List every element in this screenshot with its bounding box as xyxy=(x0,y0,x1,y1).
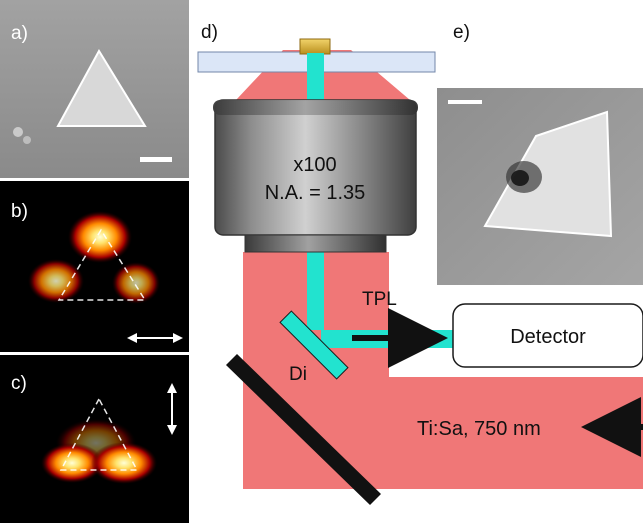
panel-e-sem-image: e) xyxy=(437,22,643,285)
scale-bar xyxy=(140,157,172,162)
panel-c-tpl-map: c) xyxy=(0,355,189,523)
panel-a-sem-image: a) xyxy=(0,0,189,178)
gold-nanotriangle xyxy=(56,49,147,127)
panel-label-b: b) xyxy=(11,201,28,222)
tpl-beam-middle xyxy=(307,252,324,330)
up-arrowhead-icon xyxy=(167,383,177,393)
down-arrowhead-icon xyxy=(167,425,177,435)
detector-box xyxy=(452,303,643,368)
dichroic-mirror-plate xyxy=(279,310,349,380)
objective-na: N.A. = 1.35 xyxy=(265,182,366,204)
tpl-beam-top xyxy=(307,53,324,100)
tpl-label: TPL xyxy=(362,289,397,310)
defect-core xyxy=(511,170,529,186)
particle-outline xyxy=(57,228,147,301)
left-arrowhead-icon xyxy=(127,333,137,343)
detector-label: Detector xyxy=(510,326,586,348)
map-background xyxy=(0,181,189,352)
objective-magnification: x100 xyxy=(293,154,336,176)
tpl-hotspot xyxy=(112,262,160,304)
laser-label: Ti:Sa, 750 nm xyxy=(417,418,541,440)
panel-d-setup-diagram: x100 N.A. = 1.35 Di TPL Detector Ti:Sa, … xyxy=(197,22,643,505)
right-arrowhead-icon xyxy=(173,333,183,343)
tpl-hotspot xyxy=(68,211,132,263)
panel-b-tpl-map: b) xyxy=(0,181,189,352)
surface-particle xyxy=(23,136,31,144)
panel-label-e: e) xyxy=(453,22,470,43)
panel-label-c: c) xyxy=(11,373,27,394)
scale-bar xyxy=(448,100,482,104)
sample-particle xyxy=(299,38,331,55)
surface-particle xyxy=(13,127,23,137)
objective-top-rim xyxy=(213,100,418,115)
panel-label-a: a) xyxy=(11,23,28,44)
excitation-beam-path xyxy=(243,252,643,489)
steering-mirror xyxy=(226,354,381,505)
particle-outline xyxy=(59,397,139,471)
tpl-hotspot xyxy=(28,259,84,303)
dichroic-mirror xyxy=(279,310,349,380)
objective-bottom-mount xyxy=(244,234,387,253)
panel-label-d: d) xyxy=(201,22,218,43)
tpl-hotspot xyxy=(91,442,157,484)
dichroic-label: Di xyxy=(289,364,307,385)
tpl-hotspot xyxy=(41,443,103,483)
